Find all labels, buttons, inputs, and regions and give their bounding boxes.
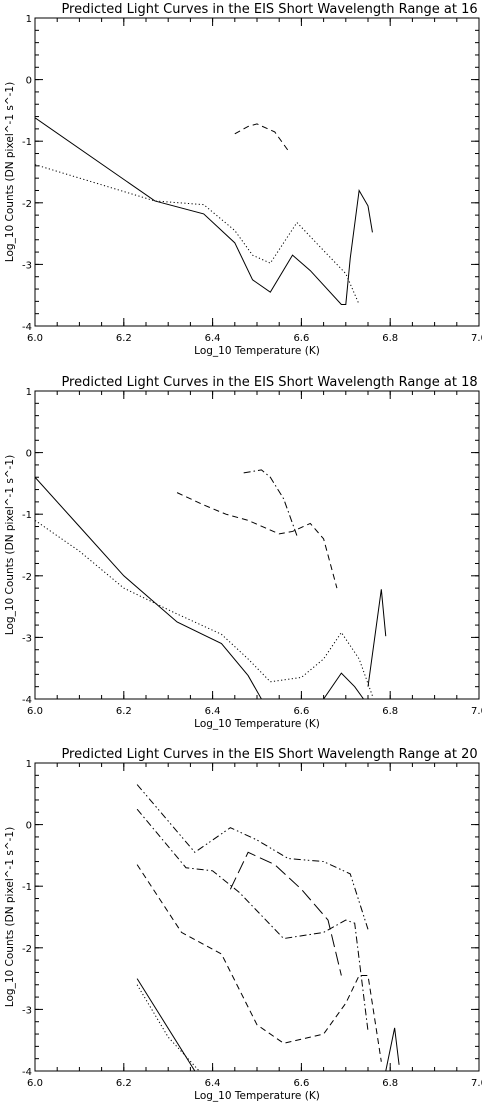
plot-frame: [34, 390, 480, 700]
series-line-solid: [35, 117, 373, 305]
plot-frame: [34, 17, 480, 327]
x-tick-label: 6.0: [27, 333, 43, 344]
y-tick-label: 1: [26, 14, 32, 25]
series-line-dotted: [35, 519, 373, 697]
x-axis-label: Log_10 Temperature (K): [194, 1090, 320, 1102]
x-tick-label: 6.4: [205, 1078, 221, 1089]
x-tick-label: 6.6: [293, 1078, 309, 1089]
series-line-dashdot: [243, 469, 298, 536]
y-tick-label: 1: [26, 387, 32, 398]
x-tick-label: 6.6: [293, 706, 309, 717]
chart-title: Predicted Light Curves in the EIS Short …: [61, 747, 482, 762]
chart-svg-20s: Predicted Light Curves in the EIS Short …: [4, 747, 482, 1102]
y-axis-label: Log_10 Counts (DN pixel^-1 s^-1): [4, 827, 16, 1007]
x-tick-label: 6.6: [293, 333, 309, 344]
y-tick-label: -1: [22, 882, 32, 893]
x-axis-label: Log_10 Temperature (K): [194, 345, 320, 357]
y-tick-label: 1: [26, 759, 32, 770]
x-tick-label: 6.0: [27, 1078, 43, 1089]
series-line-solid: [136, 978, 196, 1071]
x-tick-label: 6.2: [116, 706, 132, 717]
y-tick-label: -4: [22, 322, 32, 333]
y-tick-label: 0: [26, 449, 32, 460]
chart-panel-18s: Predicted Light Curves in the EIS Short …: [0, 373, 482, 745]
y-axis-label: Log_10 Counts (DN pixel^-1 s^-1): [4, 82, 16, 262]
series-line-dashed: [176, 492, 338, 589]
x-tick-label: 6.2: [116, 1078, 132, 1089]
series-line-solid: [323, 672, 364, 699]
x-tick-label: 7.0: [471, 1078, 482, 1089]
y-tick-label: -4: [22, 1067, 32, 1078]
y-tick-label: -4: [22, 695, 32, 706]
series-line-dashed: [136, 864, 382, 1062]
y-tick-label: 0: [26, 76, 32, 87]
y-tick-label: -3: [22, 1005, 32, 1016]
chart-svg-18s: Predicted Light Curves in the EIS Short …: [4, 375, 482, 730]
x-tick-label: 6.2: [116, 333, 132, 344]
chart-title: Predicted Light Curves in the EIS Short …: [61, 375, 482, 390]
x-tick-label: 7.0: [471, 706, 482, 717]
y-tick-label: -1: [22, 510, 32, 521]
x-tick-label: 6.8: [382, 706, 398, 717]
y-tick-label: -3: [22, 260, 32, 271]
chart-panel-16s: Predicted Light Curves in the EIS Short …: [0, 0, 482, 372]
x-tick-label: 6.4: [205, 333, 221, 344]
chart-svg-16s: Predicted Light Curves in the EIS Short …: [4, 2, 482, 357]
x-tick-label: 7.0: [471, 333, 482, 344]
series-line-solid: [385, 1027, 400, 1071]
series-line-dashed: [234, 123, 289, 151]
series-line-solid: [367, 589, 387, 687]
series-line-solid: [35, 476, 262, 699]
y-tick-label: -1: [22, 137, 32, 148]
series-line-dashdotdot: [136, 784, 369, 930]
y-tick-label: 0: [26, 821, 32, 832]
y-tick-label: -2: [22, 199, 32, 210]
x-tick-label: 6.0: [27, 706, 43, 717]
series-line-dotted: [35, 164, 360, 305]
series-line-longdash: [229, 851, 342, 976]
y-axis-label: Log_10 Counts (DN pixel^-1 s^-1): [4, 455, 16, 635]
chart-title: Predicted Light Curves in the EIS Short …: [61, 2, 482, 17]
series-line-dashdot: [136, 808, 369, 1032]
x-axis-label: Log_10 Temperature (K): [194, 718, 320, 730]
x-tick-label: 6.8: [382, 1078, 398, 1089]
chart-panel-20s: Predicted Light Curves in the EIS Short …: [0, 745, 482, 1117]
y-tick-label: -2: [22, 944, 32, 955]
y-tick-label: -2: [22, 572, 32, 583]
x-tick-label: 6.8: [382, 333, 398, 344]
x-tick-label: 6.4: [205, 706, 221, 717]
y-tick-label: -3: [22, 633, 32, 644]
